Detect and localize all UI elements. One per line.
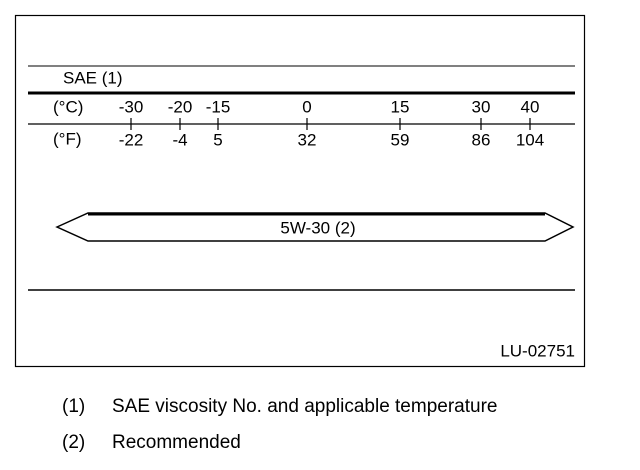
frame xyxy=(14,14,586,368)
fahrenheit-tick-label: 86 xyxy=(472,130,491,149)
fahrenheit-label: (°F) xyxy=(53,129,82,148)
note-marker: (1) xyxy=(62,396,85,417)
celsius-tick-label: 40 xyxy=(521,97,540,116)
note-marker: (2) xyxy=(62,432,85,453)
celsius-tick-label: 0 xyxy=(302,97,311,116)
celsius-tick-label: 30 xyxy=(472,97,491,116)
fahrenheit-tick-label: 59 xyxy=(391,130,410,149)
figure-id: LU-02751 xyxy=(500,341,575,360)
fahrenheit-tick-label: -4 xyxy=(172,130,187,149)
note-text: SAE viscosity No. and applicable tempera… xyxy=(112,396,497,417)
celsius-tick-label: -30 xyxy=(119,97,144,116)
fahrenheit-tick-label: 5 xyxy=(213,130,222,149)
celsius-tick-label: -15 xyxy=(206,97,231,116)
scale-title: SAE (1) xyxy=(63,68,123,87)
band-label: 5W-30 (2) xyxy=(280,218,355,237)
celsius-tick-label: -20 xyxy=(168,97,193,116)
fahrenheit-tick-label: 32 xyxy=(298,130,317,149)
note-text: Recommended xyxy=(112,432,241,453)
fahrenheit-tick-label: 104 xyxy=(516,130,544,149)
celsius-tick-label: 15 xyxy=(391,97,410,116)
celsius-label: (°C) xyxy=(53,97,83,116)
fahrenheit-tick-label: -22 xyxy=(119,130,144,149)
